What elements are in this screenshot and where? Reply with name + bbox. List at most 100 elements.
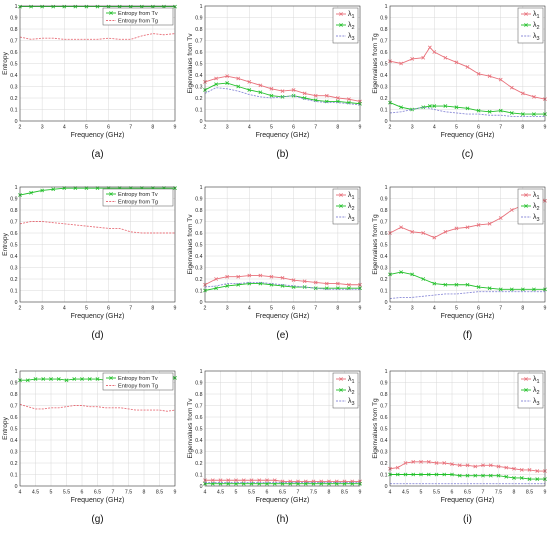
legend: Entropy from Tv Entropy from Tg [102,372,174,391]
data-point [476,108,481,113]
x-tick-label: 8 [521,125,524,131]
y-tick-label: 0.6 [380,415,387,421]
series-line [389,291,545,299]
x-tick-label: 8 [521,306,524,312]
data-point [432,50,437,54]
data-point [419,472,423,477]
data-point [487,286,492,291]
series-3 [204,87,361,106]
y-tick-label: 0.1 [380,289,387,295]
x-tick-label: 9 [544,306,547,312]
legend-marker [524,12,528,16]
data-point [324,93,329,98]
x-tick-label: 3 [226,306,229,312]
y-axis-label: Eigenvalues from Tg [372,33,379,94]
x-tick-label: 4 [204,490,207,496]
y-tick-label: 0.5 [195,62,202,68]
series-line [19,33,176,40]
y-tick-label: 1 [200,185,203,191]
legend-label: λ1 [348,11,355,20]
x-tick-label: 3 [411,306,414,312]
series-line [204,87,361,106]
data-point [29,190,33,195]
y-tick-label: 0.9 [380,16,387,22]
legend-label: λ3 [348,33,355,42]
x-axis-label: Frequency (GHz) [256,313,310,320]
legend-label: λ1 [533,376,540,385]
x-tick-label: 5.5 [63,490,70,496]
data-point [443,55,448,60]
data-point [280,89,285,93]
x-tick-label: 7 [314,125,317,131]
data-point [454,226,459,231]
data-point [247,273,252,278]
legend-label: λ1 [348,192,355,201]
x-tick-label: 5 [455,306,458,312]
data-point [487,74,492,79]
series-2 [388,100,547,116]
legend-marker [524,204,528,208]
data-point [520,112,525,116]
y-tick-label: 0.5 [380,427,387,433]
data-point [347,282,351,287]
legend: λ1 λ2 λ3 [332,372,359,409]
series-2 [203,81,362,106]
data-point [234,478,238,483]
y-tick-label: 0.2 [195,277,202,283]
data-point [434,472,439,477]
data-point [509,111,514,115]
x-tick-label: 9 [544,490,547,496]
x-tick-label: 8 [151,125,154,131]
x-tick-label: 4 [63,125,66,131]
data-point [258,273,263,278]
data-point [51,187,56,192]
legend-label: λ3 [348,214,355,223]
x-tick-label: 6 [292,125,295,131]
data-point [150,4,155,9]
data-point [335,281,340,286]
x-axis-label: Frequency (GHz) [441,313,495,320]
y-tick-label: 0.5 [195,243,202,249]
data-point [426,459,431,464]
x-tick-label: 7 [129,306,132,312]
x-tick-label: 4 [433,306,436,312]
legend-label: λ3 [533,398,540,407]
x-tick-label: 6 [292,306,295,312]
y-tick-label: 0.4 [10,73,17,79]
series-line [389,46,546,100]
data-point [487,109,492,114]
x-tick-label: 6.5 [464,490,471,496]
y-tick-label: 0.4 [195,254,202,260]
data-point [236,274,241,279]
data-point [512,466,516,471]
y-tick-label: 1 [15,4,18,10]
y-tick-label: 0.1 [10,289,17,295]
x-axis-label: Frequency (GHz) [71,497,125,504]
y-tick-label: 0.4 [380,438,387,444]
y-tick-label: 0.3 [10,85,17,91]
data-point [498,108,503,113]
data-point [465,282,470,287]
legend-label: λ3 [533,214,540,223]
legend-marker [339,388,343,392]
y-tick-label: 0.9 [195,197,202,203]
y-tick-label: 0 [200,300,203,306]
axes-box [19,186,176,303]
axes-box [204,370,361,487]
data-point [473,464,478,469]
x-tick-label: 2 [204,125,207,131]
data-point [64,378,69,383]
x-tick-label: 7 [482,490,485,496]
data-point [40,188,45,193]
y-tick-label: 0.1 [195,473,202,479]
y-tick-label: 0.4 [195,73,202,79]
y-tick-label: 0 [15,484,18,490]
data-point [535,477,540,481]
y-tick-label: 0.3 [10,450,17,456]
data-point [442,472,447,477]
data-point [498,287,503,292]
data-point [450,462,454,467]
series-3 [389,291,545,299]
data-point [512,476,516,480]
